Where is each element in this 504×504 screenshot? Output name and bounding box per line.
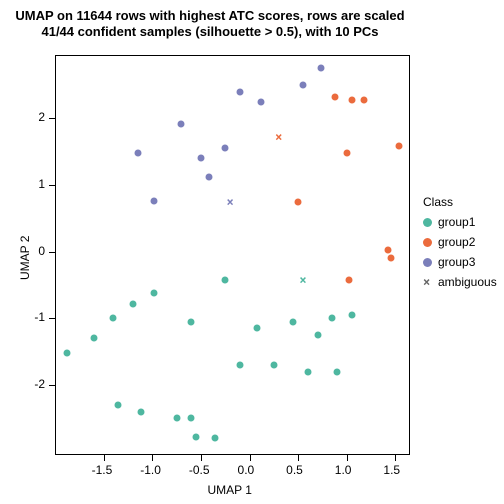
- x-tick: 1.0: [335, 463, 352, 477]
- point-group1: [314, 332, 321, 339]
- legend-swatch: [423, 258, 432, 267]
- point-group1: [212, 435, 219, 442]
- legend-label: group3: [438, 255, 475, 269]
- point-group3: [134, 150, 141, 157]
- x-axis-label: UMAP 1: [208, 483, 252, 497]
- x-tick: -0.5: [189, 463, 210, 477]
- point-group1: [151, 290, 158, 297]
- legend-swatch: [423, 238, 432, 247]
- point-group1: [348, 312, 355, 319]
- point-group1: [188, 415, 195, 422]
- x-tick: -1.0: [140, 463, 161, 477]
- point-group2: [396, 143, 403, 150]
- y-axis-label: UMAP 2: [18, 236, 32, 280]
- chart-title-line1: UMAP on 11644 rows with highest ATC scor…: [0, 8, 420, 24]
- point-group3: [197, 155, 204, 162]
- legend-swatch: [423, 218, 432, 227]
- point-group1: [129, 300, 136, 307]
- point-group2: [384, 246, 391, 253]
- plot-area: [55, 55, 410, 455]
- point-group3: [317, 65, 324, 72]
- point-group2: [361, 96, 368, 103]
- point-ambiguous: ×: [226, 196, 233, 208]
- y-tick: -1: [34, 310, 45, 324]
- point-group1: [193, 434, 200, 441]
- legend-title: Class: [423, 195, 453, 209]
- point-group1: [90, 335, 97, 342]
- point-ambiguous: ×: [275, 131, 282, 143]
- point-group1: [270, 362, 277, 369]
- legend-x-icon: ×: [423, 275, 432, 289]
- y-tick: 0: [38, 244, 45, 258]
- point-group1: [173, 415, 180, 422]
- point-group3: [222, 145, 229, 152]
- legend-label: group1: [438, 215, 475, 229]
- point-group3: [151, 198, 158, 205]
- point-group1: [115, 402, 122, 409]
- point-group3: [258, 98, 265, 105]
- legend-item: group3: [423, 255, 475, 269]
- point-group2: [387, 255, 394, 262]
- point-group1: [222, 276, 229, 283]
- point-group2: [332, 94, 339, 101]
- legend-item: group1: [423, 215, 475, 229]
- point-group3: [300, 82, 307, 89]
- y-tick: 2: [38, 110, 45, 124]
- point-group1: [254, 325, 261, 332]
- point-group1: [290, 318, 297, 325]
- point-group1: [110, 315, 117, 322]
- legend-label: group2: [438, 235, 475, 249]
- legend-item: × ambiguous: [423, 275, 497, 289]
- point-group2: [345, 276, 352, 283]
- chart-title: UMAP on 11644 rows with highest ATC scor…: [0, 8, 420, 39]
- point-group2: [295, 198, 302, 205]
- point-group3: [178, 120, 185, 127]
- point-group1: [188, 318, 195, 325]
- legend-label: ambiguous: [438, 275, 497, 289]
- point-group2: [348, 97, 355, 104]
- point-group1: [236, 362, 243, 369]
- x-tick: 0.5: [286, 463, 303, 477]
- y-tick: -2: [34, 377, 45, 391]
- point-group1: [304, 368, 311, 375]
- point-group3: [205, 174, 212, 181]
- point-ambiguous: ×: [299, 274, 306, 286]
- x-tick: 0.0: [238, 463, 255, 477]
- x-tick: 1.5: [383, 463, 400, 477]
- point-group1: [63, 350, 70, 357]
- point-group3: [236, 88, 243, 95]
- point-group1: [334, 368, 341, 375]
- legend-item: group2: [423, 235, 475, 249]
- point-group1: [137, 408, 144, 415]
- chart-title-line2: 41/44 confident samples (silhouette > 0.…: [0, 24, 420, 40]
- y-tick: 1: [38, 177, 45, 191]
- x-tick: -1.5: [92, 463, 113, 477]
- point-group2: [343, 150, 350, 157]
- point-group1: [329, 315, 336, 322]
